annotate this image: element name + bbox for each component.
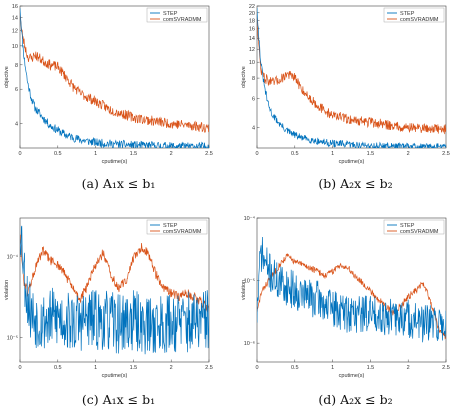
x-tick-label: 1.5	[130, 365, 138, 371]
x-tick-label: 1	[331, 365, 334, 371]
y-tick-label: 16	[249, 27, 255, 33]
series-line-comsvradmm	[257, 15, 446, 135]
y-axis-label: objective	[4, 66, 10, 88]
y-tick-label: 12	[12, 28, 18, 34]
x-tick-label: 2.5	[205, 151, 213, 157]
legend-entry: comSVRADMM	[163, 229, 202, 235]
y-tick-label: 10⁻⁵	[7, 335, 18, 342]
y-tick-label: 14	[12, 15, 18, 21]
y-axis-label: objective	[241, 66, 247, 88]
x-tick-label: 0.5	[54, 151, 62, 157]
x-tick-label: 0.5	[291, 151, 299, 157]
y-tick-label: 14	[249, 36, 255, 42]
legend-entry: comSVRADMM	[400, 229, 439, 235]
x-tick-label: 0.5	[291, 365, 299, 371]
y-tick-label: 10	[12, 44, 18, 50]
y-tick-label: 20	[249, 11, 255, 17]
x-tick-label: 0	[18, 151, 21, 157]
chart-panel-c: 0 0.5 1 1.5 2 2.5 10⁻⁴ 10⁻⁵ cputime(s) violation S…	[0, 212, 237, 384]
x-tick-label: 0	[18, 365, 21, 371]
y-tick-label: 6	[15, 87, 18, 93]
chart-panel-d: 0 0.5 1 1.5 2 2.5 10⁻⁴ 10⁻⁵ 10⁻⁶ cputime(s) violat…	[237, 212, 474, 384]
legend-entry: STEP	[400, 11, 415, 17]
y-tick-label: 6	[252, 97, 255, 103]
chart-panel-b: 0 0.5 1 1.5 2 2.5 22 20 18 16 14 12 10 8 6 4 cputime(s) o…	[237, 0, 474, 170]
x-tick-label: 2	[170, 151, 173, 157]
legend-box	[146, 219, 208, 235]
x-tick-label: 2.5	[442, 365, 450, 371]
x-tick-label: 2	[407, 151, 410, 157]
y-axis-label: violation	[241, 280, 247, 300]
y-tick-label: 8	[15, 63, 18, 69]
x-tick-label: 1	[94, 365, 97, 371]
x-tick-label: 0	[255, 151, 258, 157]
y-tick-label: 4	[252, 125, 255, 131]
y-tick-label: 10⁻⁴	[7, 254, 19, 261]
series-line-comsvradmm	[20, 234, 209, 314]
x-tick-label: 1.5	[130, 151, 138, 157]
y-axis-label: violation	[4, 280, 10, 300]
x-axis-label: cputime(s)	[339, 373, 365, 379]
x-axis-label: cputime(s)	[339, 159, 365, 165]
series-line-comsvradmm	[257, 253, 446, 340]
y-tick-label: 10⁻⁵	[244, 278, 255, 285]
x-axis-label: cputime(s)	[102, 159, 128, 165]
x-tick-label: 0.5	[54, 365, 62, 371]
series-line-step	[257, 7, 446, 148]
chart-d: 0 0.5 1 1.5 2 2.5 10⁻⁴ 10⁻⁵ 10⁻⁶ cputime(s) violat…	[241, 215, 450, 379]
caption-d: (d) A₂x ≤ b₂	[318, 392, 393, 407]
x-axis-label: cputime(s)	[102, 373, 128, 379]
x-tick-label: 1.5	[367, 151, 375, 157]
x-tick-label: 2	[170, 365, 173, 371]
y-tick-label: 10⁻⁶	[244, 340, 255, 347]
series-line-step	[20, 8, 209, 148]
y-tick-label: 12	[249, 47, 255, 53]
legend-entry: comSVRADMM	[400, 17, 439, 23]
series-line-step	[257, 236, 446, 343]
legend-box	[146, 7, 208, 23]
x-tick-label: 0	[255, 365, 258, 371]
y-tick-label: 4	[15, 122, 18, 128]
chart-c: 0 0.5 1 1.5 2 2.5 10⁻⁴ 10⁻⁵ cputime(s) violation S…	[4, 217, 213, 379]
x-tick-label: 2.5	[205, 365, 213, 371]
legend-entry: STEP	[400, 223, 415, 229]
y-tick-label: 8	[252, 76, 255, 82]
caption-a: (a) A₁x ≤ b₁	[81, 176, 156, 191]
legend-box	[383, 219, 445, 235]
x-tick-label: 1	[331, 151, 334, 157]
legend-entry: STEP	[163, 11, 178, 17]
series-line-step	[20, 225, 209, 355]
legend-box	[383, 7, 445, 23]
plot-area	[19, 217, 210, 363]
x-tick-label: 1	[94, 151, 97, 157]
x-tick-label: 2	[407, 365, 410, 371]
series-line-comsvradmm	[20, 14, 209, 133]
y-tick-label: 18	[249, 18, 255, 24]
caption-c: (c) A₁x ≤ b₁	[81, 392, 156, 407]
y-tick-label: 22	[249, 4, 255, 10]
legend-entry: STEP	[163, 223, 178, 229]
x-tick-label: 2.5	[442, 151, 450, 157]
y-tick-label: 10⁻⁴	[244, 215, 256, 222]
y-tick-label: 10	[249, 60, 255, 66]
caption-b: (b) A₂x ≤ b₂	[318, 176, 393, 191]
x-tick-label: 1.5	[367, 365, 375, 371]
y-tick-label: 16	[12, 4, 18, 10]
legend-entry: comSVRADMM	[163, 17, 202, 23]
chart-panel-a: 0 0.5 1 1.5 2 2.5 16 14 12 10 8 6 4 cputime(s) objecti…	[0, 0, 237, 170]
chart-a: 0 0.5 1 1.5 2 2.5 16 14 12 10 8 6 4 cputime(s) objecti…	[4, 4, 213, 165]
